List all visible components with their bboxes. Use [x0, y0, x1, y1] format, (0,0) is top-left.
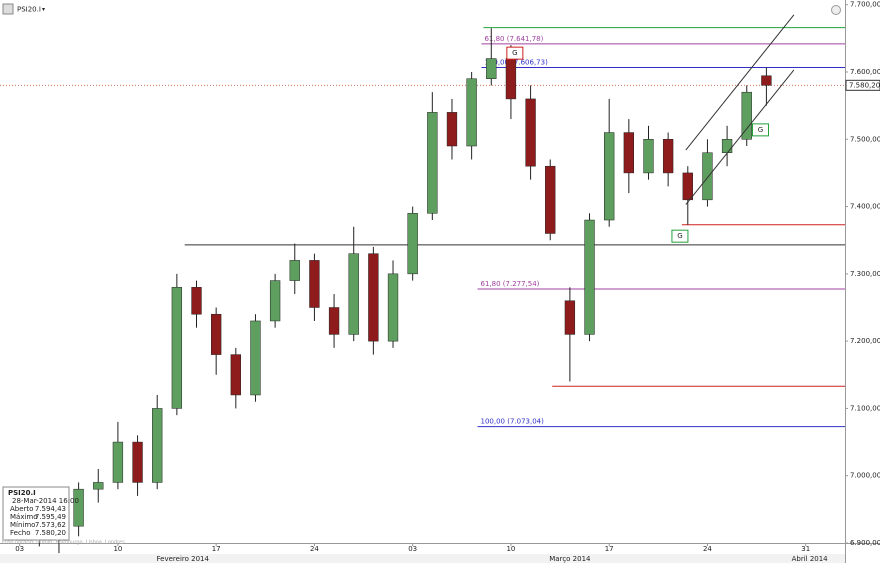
symbol-icon: [2, 3, 14, 15]
g-marker-label: G: [758, 126, 763, 134]
y-tick-label: 7.500,00: [850, 135, 880, 143]
g-marker: [752, 123, 769, 137]
candle-body: [152, 408, 163, 483]
y-tick-label: 7.600,00: [850, 68, 880, 76]
candle-body: [604, 132, 615, 221]
candle-body: [73, 488, 84, 527]
y-tick-label: 7.700,00: [850, 1, 880, 9]
timezone: Fuso horário: Dublin, Edimburgo, Lisboa,…: [2, 539, 125, 546]
info-box: [2, 486, 70, 541]
candle-body: [191, 287, 202, 315]
x-tick-label: 10: [113, 545, 122, 553]
g-marker: [671, 229, 689, 243]
x-tick-label: 03: [408, 545, 417, 553]
y-tick-label: 7.300,00: [850, 270, 880, 278]
candle-body: [387, 273, 399, 342]
x-tick-label: 17: [212, 545, 221, 553]
candle-body: [309, 260, 320, 308]
candle-body: [761, 75, 772, 86]
x-tick-label: 10: [506, 545, 515, 553]
info-value: 7.580,20: [35, 529, 66, 537]
channel-line: [685, 14, 795, 151]
month-label: Março 2014: [549, 555, 591, 563]
candle-body: [368, 253, 379, 342]
candle-body: [721, 139, 733, 153]
candle-body: [486, 58, 497, 79]
g-marker-label: G: [512, 49, 517, 57]
info-label: Aberto: [10, 505, 33, 513]
level-label: 61,80 (7.277,54): [481, 280, 540, 288]
info-symbol: PSI20.I: [8, 489, 36, 497]
candle-body: [505, 58, 517, 100]
candle-body: [545, 165, 556, 234]
y-tick-label: 7.400,00: [850, 203, 880, 211]
g-marker: [506, 46, 524, 60]
x-tick-label: 24: [310, 545, 319, 553]
candle-body: [348, 253, 359, 335]
symbol: PSI20.I: [17, 6, 41, 14]
month-label: Abril 2014: [792, 555, 829, 563]
candle-body: [407, 213, 418, 275]
info-date: 28-Mar-2014 16:00: [12, 497, 79, 505]
info-label: Máximo: [10, 513, 38, 521]
candle-body: [643, 139, 654, 174]
month-label: Fevereiro 2014: [157, 555, 210, 563]
level-label: 100,00 (7.606,73): [484, 58, 548, 66]
candle-body: [132, 441, 143, 483]
info-value: 7.594,43: [35, 505, 66, 513]
y-tick-label: 7.200,00: [850, 337, 880, 345]
candle-body: [269, 280, 281, 322]
candle-body: [427, 112, 438, 214]
candle-body: [623, 132, 635, 174]
candle-body: [446, 112, 458, 147]
candle-body: [682, 172, 693, 201]
candle-body: [584, 219, 595, 335]
month-strip: [0, 554, 845, 563]
level-label: 61,80 (7.641,78): [484, 35, 543, 43]
y-tick-label: 7.100,00: [850, 404, 880, 412]
candle-body: [662, 139, 674, 174]
info-value: 7.595,49: [35, 513, 66, 521]
last-price-tag: [845, 79, 880, 91]
channel-line: [685, 69, 795, 205]
info-value: 7.573,62: [35, 521, 66, 529]
candle-body: [250, 320, 261, 396]
settings-button[interactable]: [831, 5, 841, 15]
candle-body: [741, 91, 752, 140]
candle-body: [289, 260, 300, 281]
candle-body: [230, 354, 241, 396]
candle-body: [328, 307, 340, 335]
x-tick-label: 31: [801, 545, 810, 553]
x-tick-label: 17: [605, 545, 614, 553]
g-marker-label: G: [677, 232, 682, 240]
info-label: Mínimo: [10, 521, 35, 529]
candle-body: [211, 313, 222, 355]
candle-body: [702, 152, 713, 201]
x-tick-label: 03: [15, 545, 24, 553]
info-label: Fecho: [10, 529, 31, 537]
candle-body: [93, 482, 104, 490]
candle-body: [171, 287, 183, 409]
candle-body: [466, 78, 477, 147]
candle-body: [564, 300, 576, 335]
symbol-dropdown[interactable]: ▾: [42, 6, 45, 13]
last-price-label: 7.580,20: [849, 81, 880, 89]
x-tick-label: 24: [703, 545, 712, 553]
candle-body: [112, 441, 124, 483]
candle-body: [525, 98, 536, 167]
y-tick-label: 7.000,00: [850, 472, 880, 480]
level-label: 100,00 (7.073,04): [481, 418, 545, 426]
y-tick-label: 6.900,00: [850, 539, 880, 547]
